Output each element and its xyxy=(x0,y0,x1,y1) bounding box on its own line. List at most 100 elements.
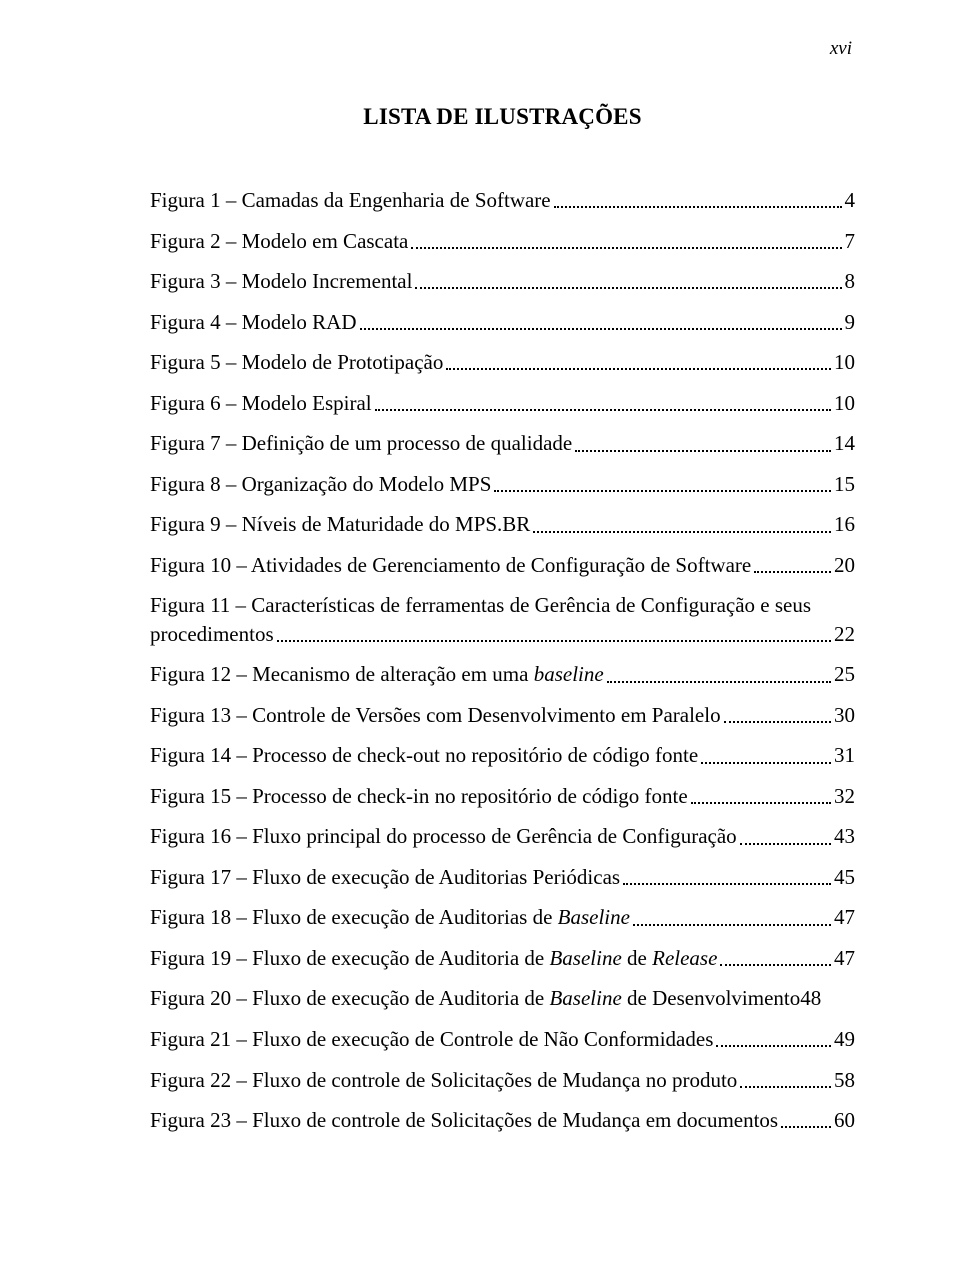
leader-dots xyxy=(415,287,841,289)
entry-page: 8 xyxy=(845,267,856,295)
list-entry: Figura 16 – Fluxo principal do processo … xyxy=(150,822,855,850)
leader-dots xyxy=(701,762,831,764)
leader-dots xyxy=(754,571,831,573)
leader-dots xyxy=(375,409,831,411)
entry-label: Figura 20 – Fluxo de execução de Auditor… xyxy=(150,984,800,1012)
leader-dots xyxy=(411,247,841,249)
entry-page: 10 xyxy=(834,389,855,417)
list-entry: Figura 12 – Mecanismo de alteração em um… xyxy=(150,660,855,688)
list-entry: Figura 18 – Fluxo de execução de Auditor… xyxy=(150,903,855,931)
entry-label: Figura 23 – Fluxo de controle de Solicit… xyxy=(150,1106,778,1134)
entry-label: Figura 10 – Atividades de Gerenciamento … xyxy=(150,551,751,579)
list-entry: Figura 20 – Fluxo de execução de Auditor… xyxy=(150,984,855,1012)
list-entry: Figura 2 – Modelo em Cascata 7 xyxy=(150,227,855,255)
leader-dots xyxy=(740,1086,831,1088)
entry-page: 15 xyxy=(834,470,855,498)
entry-label: Figura 19 – Fluxo de execução de Auditor… xyxy=(150,944,717,972)
leader-dots xyxy=(716,1045,831,1047)
leader-dots xyxy=(691,802,831,804)
entry-page: 22 xyxy=(834,620,855,648)
entry-label: Figura 22 – Fluxo de controle de Solicit… xyxy=(150,1066,737,1094)
entry-page: 49 xyxy=(834,1025,855,1053)
list-entry: Figura 9 – Níveis de Maturidade do MPS.B… xyxy=(150,510,855,538)
italic-term: Baseline xyxy=(558,905,630,929)
entry-page: 48 xyxy=(800,984,821,1012)
entry-page: 7 xyxy=(845,227,856,255)
entry-label: Figura 16 – Fluxo principal do processo … xyxy=(150,822,737,850)
entry-label: Figura 15 – Processo de check-in no repo… xyxy=(150,782,688,810)
list-entry: Figura 23 – Fluxo de controle de Solicit… xyxy=(150,1106,855,1134)
entry-label: Figura 5 – Modelo de Prototipação xyxy=(150,348,443,376)
page-number: xvi xyxy=(830,38,852,60)
entry-label-line: Figura 11 – Características de ferrament… xyxy=(150,591,855,619)
entry-page: 4 xyxy=(845,186,856,214)
entry-label: procedimentos xyxy=(150,620,274,648)
list-entry: Figura 10 – Atividades de Gerenciamento … xyxy=(150,551,855,579)
entry-page: 14 xyxy=(834,429,855,457)
entry-label: Figura 18 – Fluxo de execução de Auditor… xyxy=(150,903,630,931)
leader-dots xyxy=(446,368,831,370)
leader-dots xyxy=(575,450,831,452)
list-entry: Figura 4 – Modelo RAD 9 xyxy=(150,308,855,336)
entry-page: 20 xyxy=(834,551,855,579)
illustrations-list: Figura 1 – Camadas da Engenharia de Soft… xyxy=(150,186,855,1134)
entry-page: 30 xyxy=(834,701,855,729)
italic-term: Baseline xyxy=(549,986,621,1010)
leader-dots xyxy=(623,883,831,885)
entry-label: Figura 2 – Modelo em Cascata xyxy=(150,227,408,255)
entry-label: Figura 6 – Modelo Espiral xyxy=(150,389,372,417)
entry-label: Figura 14 – Processo de check-out no rep… xyxy=(150,741,698,769)
leader-dots xyxy=(633,924,831,926)
list-entry: Figura 11 – Características de ferrament… xyxy=(150,591,855,648)
entry-label: Figura 3 – Modelo Incremental xyxy=(150,267,412,295)
list-entry: Figura 17 – Fluxo de execução de Auditor… xyxy=(150,863,855,891)
leader-dots xyxy=(607,681,831,683)
leader-dots xyxy=(360,328,842,330)
entry-label: Figura 8 – Organização do Modelo MPS xyxy=(150,470,491,498)
entry-label: Figura 4 – Modelo RAD xyxy=(150,308,357,336)
italic-term: baseline xyxy=(534,662,604,686)
list-entry: Figura 1 – Camadas da Engenharia de Soft… xyxy=(150,186,855,214)
leader-dots xyxy=(740,843,831,845)
list-entry: Figura 7 – Definição de um processo de q… xyxy=(150,429,855,457)
leader-dots xyxy=(724,721,831,723)
list-entry: Figura 19 – Fluxo de execução de Auditor… xyxy=(150,944,855,972)
entry-page: 43 xyxy=(834,822,855,850)
italic-term: Release xyxy=(652,946,717,970)
entry-label: Figura 21 – Fluxo de execução de Control… xyxy=(150,1025,713,1053)
list-entry: Figura 13 – Controle de Versões com Dese… xyxy=(150,701,855,729)
entry-page: 45 xyxy=(834,863,855,891)
entry-page: 16 xyxy=(834,510,855,538)
entry-page: 25 xyxy=(834,660,855,688)
entry-page: 47 xyxy=(834,944,855,972)
list-entry: Figura 22 – Fluxo de controle de Solicit… xyxy=(150,1066,855,1094)
list-entry: Figura 8 – Organização do Modelo MPS 15 xyxy=(150,470,855,498)
entry-label: Figura 1 – Camadas da Engenharia de Soft… xyxy=(150,186,551,214)
list-entry: Figura 5 – Modelo de Prototipação 10 xyxy=(150,348,855,376)
entry-page: 32 xyxy=(834,782,855,810)
entry-page: 10 xyxy=(834,348,855,376)
page-title: LISTA DE ILUSTRAÇÕES xyxy=(150,104,855,130)
leader-dots xyxy=(781,1126,831,1128)
list-entry: Figura 14 – Processo de check-out no rep… xyxy=(150,741,855,769)
list-entry: Figura 3 – Modelo Incremental 8 xyxy=(150,267,855,295)
leader-dots xyxy=(277,640,831,642)
list-entry: Figura 6 – Modelo Espiral 10 xyxy=(150,389,855,417)
entry-label: Figura 13 – Controle de Versões com Dese… xyxy=(150,701,721,729)
entry-page: 60 xyxy=(834,1106,855,1134)
document-page: xvi LISTA DE ILUSTRAÇÕES Figura 1 – Cama… xyxy=(0,0,960,1272)
list-entry: Figura 15 – Processo de check-in no repo… xyxy=(150,782,855,810)
entry-label: Figura 12 – Mecanismo de alteração em um… xyxy=(150,660,604,688)
leader-dots xyxy=(533,531,831,533)
leader-dots xyxy=(720,964,831,966)
entry-page: 9 xyxy=(845,308,856,336)
entry-label: Figura 17 – Fluxo de execução de Auditor… xyxy=(150,863,620,891)
entry-label: Figura 7 – Definição de um processo de q… xyxy=(150,429,572,457)
list-entry: Figura 21 – Fluxo de execução de Control… xyxy=(150,1025,855,1053)
leader-dots xyxy=(494,490,831,492)
leader-dots xyxy=(554,206,842,208)
entry-label: Figura 9 – Níveis de Maturidade do MPS.B… xyxy=(150,510,530,538)
italic-term: Baseline xyxy=(549,946,621,970)
entry-page: 31 xyxy=(834,741,855,769)
entry-page: 58 xyxy=(834,1066,855,1094)
